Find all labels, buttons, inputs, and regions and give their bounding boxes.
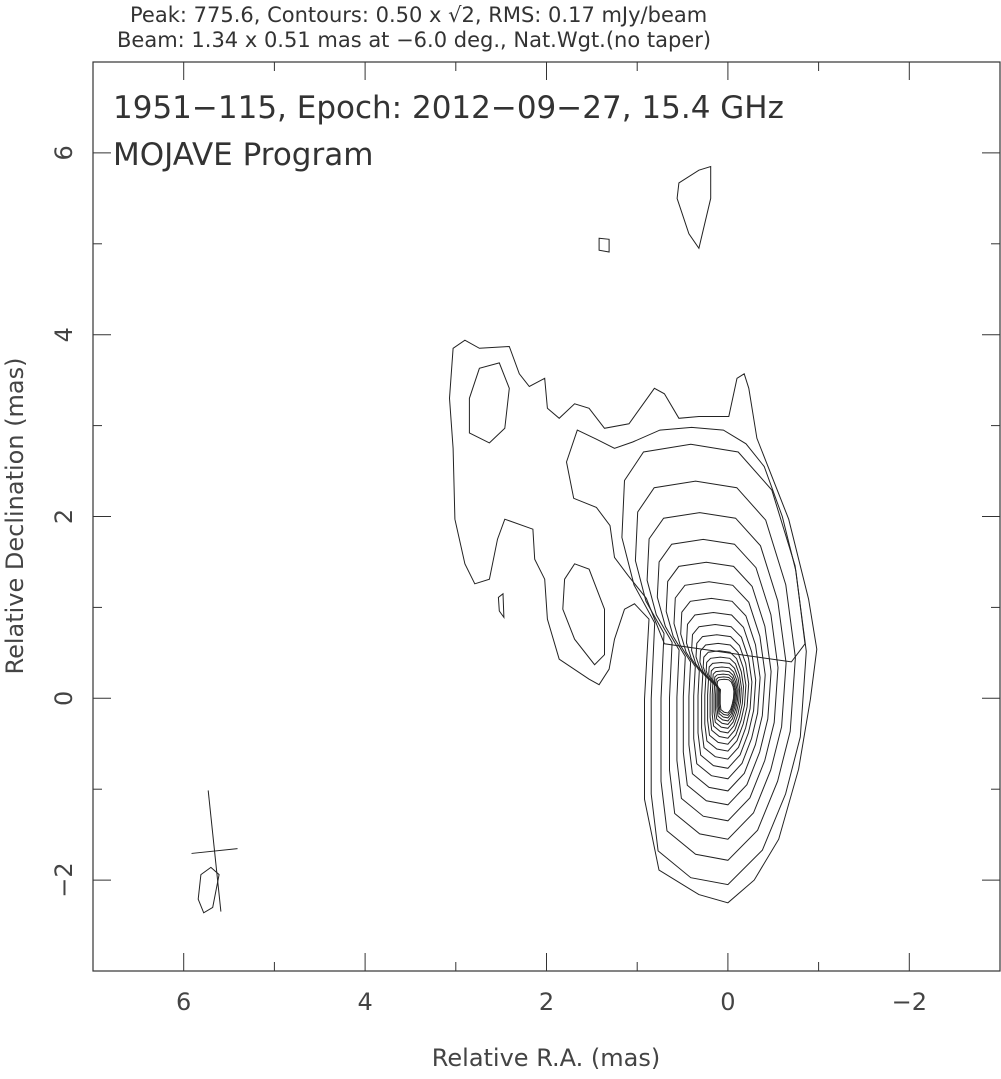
beam-minor-axis [191, 848, 238, 854]
core-contour [656, 538, 779, 822]
y-axis-label: Relative Declination (mas) [1, 357, 29, 674]
x-tick-label: 2 [539, 988, 554, 1016]
core-contour [665, 561, 772, 806]
core-contour [680, 597, 761, 780]
core-contour [691, 623, 753, 760]
core-contour [673, 581, 766, 792]
y-tick-label: 4 [50, 327, 78, 342]
contour-line [565, 426, 806, 663]
core-contour [685, 611, 757, 769]
x-tick-label: 6 [176, 988, 191, 1016]
x-tick-label: −2 [892, 988, 927, 1016]
y-tick-label: 2 [50, 509, 78, 524]
contour-line [676, 165, 712, 250]
map-title: 1951−115, Epoch: 2012−09−27, 15.4 GHz [113, 90, 784, 126]
header-line-2: Beam: 1.34 x 0.51 mas at −6.0 deg., Nat.… [117, 28, 711, 52]
core-contour [695, 634, 750, 752]
core-contour [621, 443, 807, 886]
contour-line [468, 362, 510, 444]
core-contour [716, 678, 735, 714]
y-tick-label: 6 [50, 145, 78, 160]
core-contour [634, 480, 796, 861]
y-tick-label: −2 [50, 862, 78, 897]
x-axis-label: Relative R.A. (mas) [432, 1044, 660, 1072]
contour-line [197, 866, 220, 914]
contour-line [497, 592, 505, 620]
map-subtitle: MOJAVE Program [113, 137, 373, 173]
header-line-1: Peak: 775.6, Contours: 0.50 x √2, RMS: 0… [130, 3, 707, 27]
contour-line [598, 237, 610, 253]
contour-line [448, 339, 818, 904]
core-contour [646, 512, 787, 840]
core-contour [699, 642, 747, 745]
plot-frame [92, 61, 1001, 972]
x-tick-label: 0 [720, 988, 735, 1016]
contour-line [562, 563, 605, 666]
x-tick-label: 4 [357, 988, 372, 1016]
y-tick-label: 0 [50, 691, 78, 706]
